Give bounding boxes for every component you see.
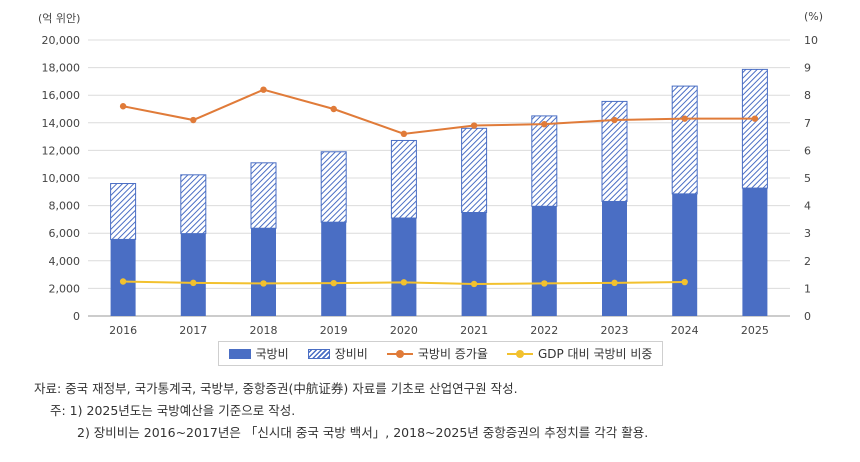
- bar-defense-budget: [180, 233, 206, 316]
- left-tick-label: 2,000: [49, 282, 81, 295]
- bar-equipment: [320, 151, 347, 223]
- legend-swatch-solid: [228, 348, 251, 359]
- point-growth-rate: [470, 122, 478, 129]
- note-1: 주: 1) 2025년도는 국방예산을 기준으로 작성.: [50, 403, 296, 418]
- point-growth-rate: [400, 130, 408, 138]
- right-tick-label: 9: [804, 62, 811, 75]
- left-tick-label: 6,000: [49, 227, 81, 240]
- left-tick-label: 18,000: [42, 62, 81, 75]
- line-growth-rate: [122, 88, 755, 135]
- legend-swatch-hatched: [307, 348, 330, 359]
- bar-equipment: [390, 139, 417, 219]
- x-tick-label: 2022: [530, 324, 558, 337]
- x-tick-label: 2025: [741, 324, 769, 337]
- bar-equipment: [741, 68, 768, 189]
- combo-chart: 0 2,000 4,000 6,000 8,000 10,000 12,000 14,000 1…: [42, 34, 819, 337]
- left-tick-label: 0: [73, 310, 80, 323]
- right-tick-label: 8: [804, 89, 811, 102]
- x-tick-label: 2019: [320, 324, 348, 337]
- left-tick-label: 14,000: [42, 117, 81, 130]
- left-tick-label: 16,000: [42, 89, 81, 102]
- right-tick-label: 1: [804, 282, 811, 295]
- point-growth-rate: [681, 115, 688, 122]
- right-axis-unit: (%): [804, 10, 824, 23]
- right-tick-label: 2: [804, 255, 811, 268]
- right-tick-label: 10: [804, 34, 818, 47]
- legend-label: GDP 대비 국방비 비중: [537, 347, 653, 361]
- point-gdp-share: [260, 280, 267, 287]
- left-tick-label: 4,000: [49, 255, 81, 268]
- point-growth-rate: [330, 105, 337, 113]
- chart-notes: 자료: 중국 재정부, 국가통계국, 국방부, 중항증권(中航证券) 자료를 기…: [34, 378, 854, 444]
- bar-defense-budget: [531, 206, 557, 316]
- bar-defense-budget: [742, 188, 768, 316]
- right-tick-label: 6: [804, 144, 811, 157]
- left-axis-unit: (억 위안): [38, 12, 81, 25]
- x-tick-label: 2023: [601, 324, 629, 337]
- left-tick-label: 20,000: [42, 34, 81, 47]
- legend-item-equipment: 장비비: [307, 345, 368, 362]
- bar-defense-budget: [110, 239, 136, 316]
- point-growth-rate: [751, 115, 759, 122]
- note-2: 2) 장비비는 2016~2017년은 「신시대 중국 국방 백서」, 2018…: [77, 425, 649, 440]
- right-tick-label: 4: [804, 200, 811, 213]
- left-tick-label: 10,000: [42, 172, 81, 185]
- source-note: 자료: 중국 재정부, 국가통계국, 국방부, 중항증권(中航证券) 자료를 기…: [34, 381, 518, 396]
- point-gdp-share: [541, 280, 548, 287]
- legend-item-gdp-share: GDP 대비 국방비 비중: [506, 345, 653, 362]
- point-gdp-share: [470, 280, 478, 288]
- point-gdp-share: [681, 278, 688, 286]
- bar-defense-budget: [391, 218, 417, 316]
- point-gdp-share: [400, 279, 408, 286]
- right-tick-label: 0: [804, 310, 811, 323]
- legend-swatch-orange-line: [386, 349, 413, 359]
- legend-swatch-yellow-line: [506, 349, 533, 359]
- bar-equipment: [180, 174, 207, 235]
- right-tick-label: 5: [804, 172, 811, 185]
- chart-area: (억 위안) (%) 0 2,000 4,000 6,000 8,000 10,000 12…: [38, 10, 824, 337]
- bar-defense-budget: [461, 212, 487, 316]
- x-tick-label: 2018: [250, 324, 278, 337]
- bar-equipment: [461, 127, 488, 214]
- bar-equipment: [531, 115, 558, 207]
- left-tick-label: 12,000: [42, 144, 81, 157]
- bar-defense-budget: [672, 193, 698, 316]
- point-growth-rate: [119, 103, 127, 110]
- bar-equipment: [250, 162, 277, 229]
- legend-label: 장비비: [334, 347, 368, 361]
- x-tick-label: 2016: [109, 324, 137, 337]
- left-tick-label: 8,000: [49, 200, 81, 213]
- legend-item-defense-budget: 국방비: [228, 345, 289, 362]
- point-gdp-share: [119, 278, 127, 285]
- bar-defense-budget: [321, 222, 347, 316]
- legend-label: 국방비: [255, 347, 289, 361]
- point-growth-rate: [541, 120, 548, 128]
- point-growth-rate: [260, 86, 267, 93]
- bar-defense-budget: [251, 228, 276, 316]
- right-tick-label: 7: [804, 117, 811, 130]
- point-gdp-share: [611, 279, 618, 287]
- point-gdp-share: [190, 279, 197, 287]
- x-tick-label: 2021: [460, 324, 488, 337]
- point-growth-rate: [190, 116, 197, 124]
- x-tick-label: 2024: [671, 324, 699, 337]
- bar-defense-budget: [602, 201, 627, 316]
- bar-equipment: [601, 100, 628, 202]
- point-gdp-share: [330, 279, 337, 287]
- legend-label: 국방비 증가율: [417, 347, 488, 361]
- legend-item-growth-rate: 국방비 증가율: [386, 345, 488, 362]
- bar-equipment: [110, 183, 137, 240]
- legend: 국방비 장비비 국방비 증가율 GDP 대비 국방비 비중: [218, 341, 663, 366]
- x-tick-label: 2017: [179, 324, 207, 337]
- right-tick-label: 3: [804, 227, 811, 240]
- x-tick-label: 2020: [390, 324, 418, 337]
- bar-equipment: [671, 85, 698, 195]
- point-growth-rate: [611, 116, 618, 124]
